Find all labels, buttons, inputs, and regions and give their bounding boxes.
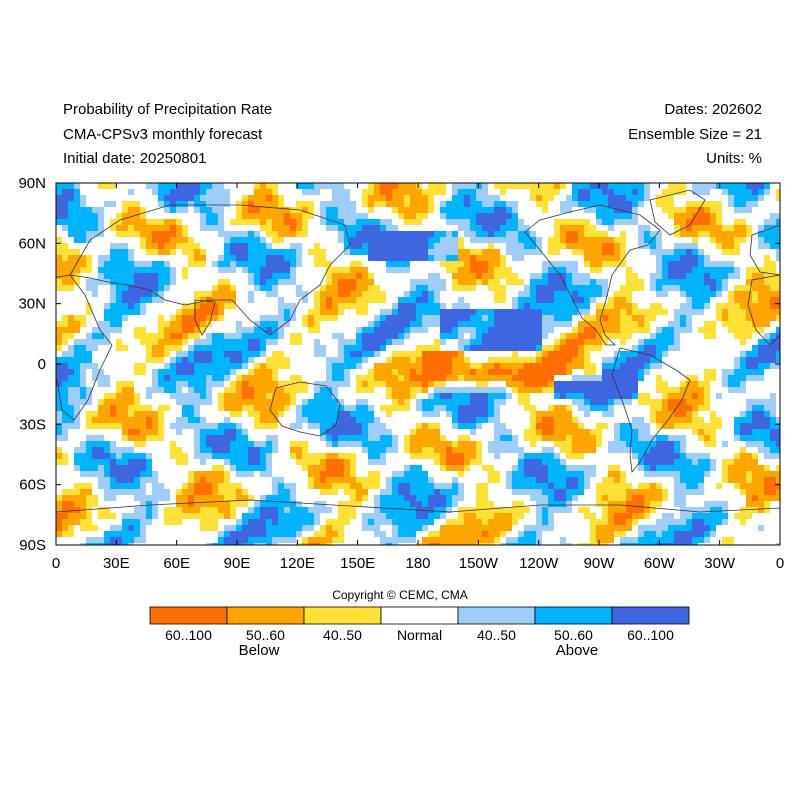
- lat-tick-label: 30S: [19, 416, 46, 433]
- legend-below-label: Below: [238, 642, 280, 659]
- lon-tick-label: 0: [776, 555, 784, 572]
- africa-outline: [56, 274, 113, 421]
- lon-tick-label: 60E: [163, 555, 190, 572]
- lon-tick-label: 120W: [519, 555, 559, 572]
- map-title: Probability of Precipitation Rate: [63, 101, 273, 118]
- model-name: CMA-CPSv3 monthly forecast: [63, 126, 263, 143]
- lon-tick-label: 90E: [224, 555, 251, 572]
- lon-tick-label: 30E: [103, 555, 130, 572]
- australia-outline: [269, 381, 341, 437]
- lon-tick-label: 90W: [584, 555, 616, 572]
- lon-tick-label: 120E: [280, 555, 315, 572]
- lon-tick-label: 30W: [704, 555, 736, 572]
- europe-outline: [749, 224, 780, 276]
- india-outline: [194, 299, 216, 336]
- lat-tick-label: 0: [38, 356, 46, 373]
- africa-outline-east: [747, 274, 780, 346]
- units: Units: %: [706, 150, 762, 167]
- north-america-outline: [524, 204, 661, 346]
- antarctica-outline: [56, 499, 780, 513]
- continent-outlines: [56, 189, 780, 513]
- lat-tick-label: 90S: [19, 537, 46, 554]
- axis-ticks: [55, 182, 781, 546]
- lon-tick-label: 60W: [644, 555, 676, 572]
- initial-date: Initial date: 20250801: [63, 150, 207, 167]
- lon-tick-label: 150E: [340, 555, 375, 572]
- lon-tick-label: 180: [405, 555, 430, 572]
- lat-tick-label: 30N: [18, 296, 46, 313]
- legend-category-label: 60..100: [165, 627, 212, 643]
- legend-category-label: 50..60: [554, 627, 593, 643]
- legend-category-label: 40..50: [323, 627, 362, 643]
- lat-tick-label: 60S: [19, 477, 46, 494]
- lon-tick-label: 0: [52, 555, 60, 572]
- south-america-outline: [611, 347, 691, 473]
- latitude-labels: 90N 60N 30N 0 30S 60S 90S: [18, 175, 46, 554]
- legend-category-label: 40..50: [477, 627, 516, 643]
- forecast-dates: Dates: 202602: [664, 101, 762, 118]
- legend-category-label: 50..60: [246, 627, 285, 643]
- legend-category-label: 60..100: [627, 627, 674, 643]
- copyright-note: Copyright © CEMC, CMA: [332, 588, 468, 602]
- lat-tick-label: 60N: [18, 235, 46, 252]
- greenland-outline: [649, 189, 706, 236]
- legend-above-label: Above: [555, 642, 599, 659]
- lon-tick-label: 150W: [459, 555, 499, 572]
- lat-tick-label: 90N: [18, 175, 46, 192]
- ensemble-size: Ensemble Size = 21: [628, 126, 762, 143]
- legend-category-label: Normal: [396, 627, 443, 643]
- eurasia-outline: [69, 204, 351, 336]
- longitude-labels: 0 30E 60E 90E 120E 150E 180 150W 120W 90W 60W 30W 0: [52, 555, 784, 572]
